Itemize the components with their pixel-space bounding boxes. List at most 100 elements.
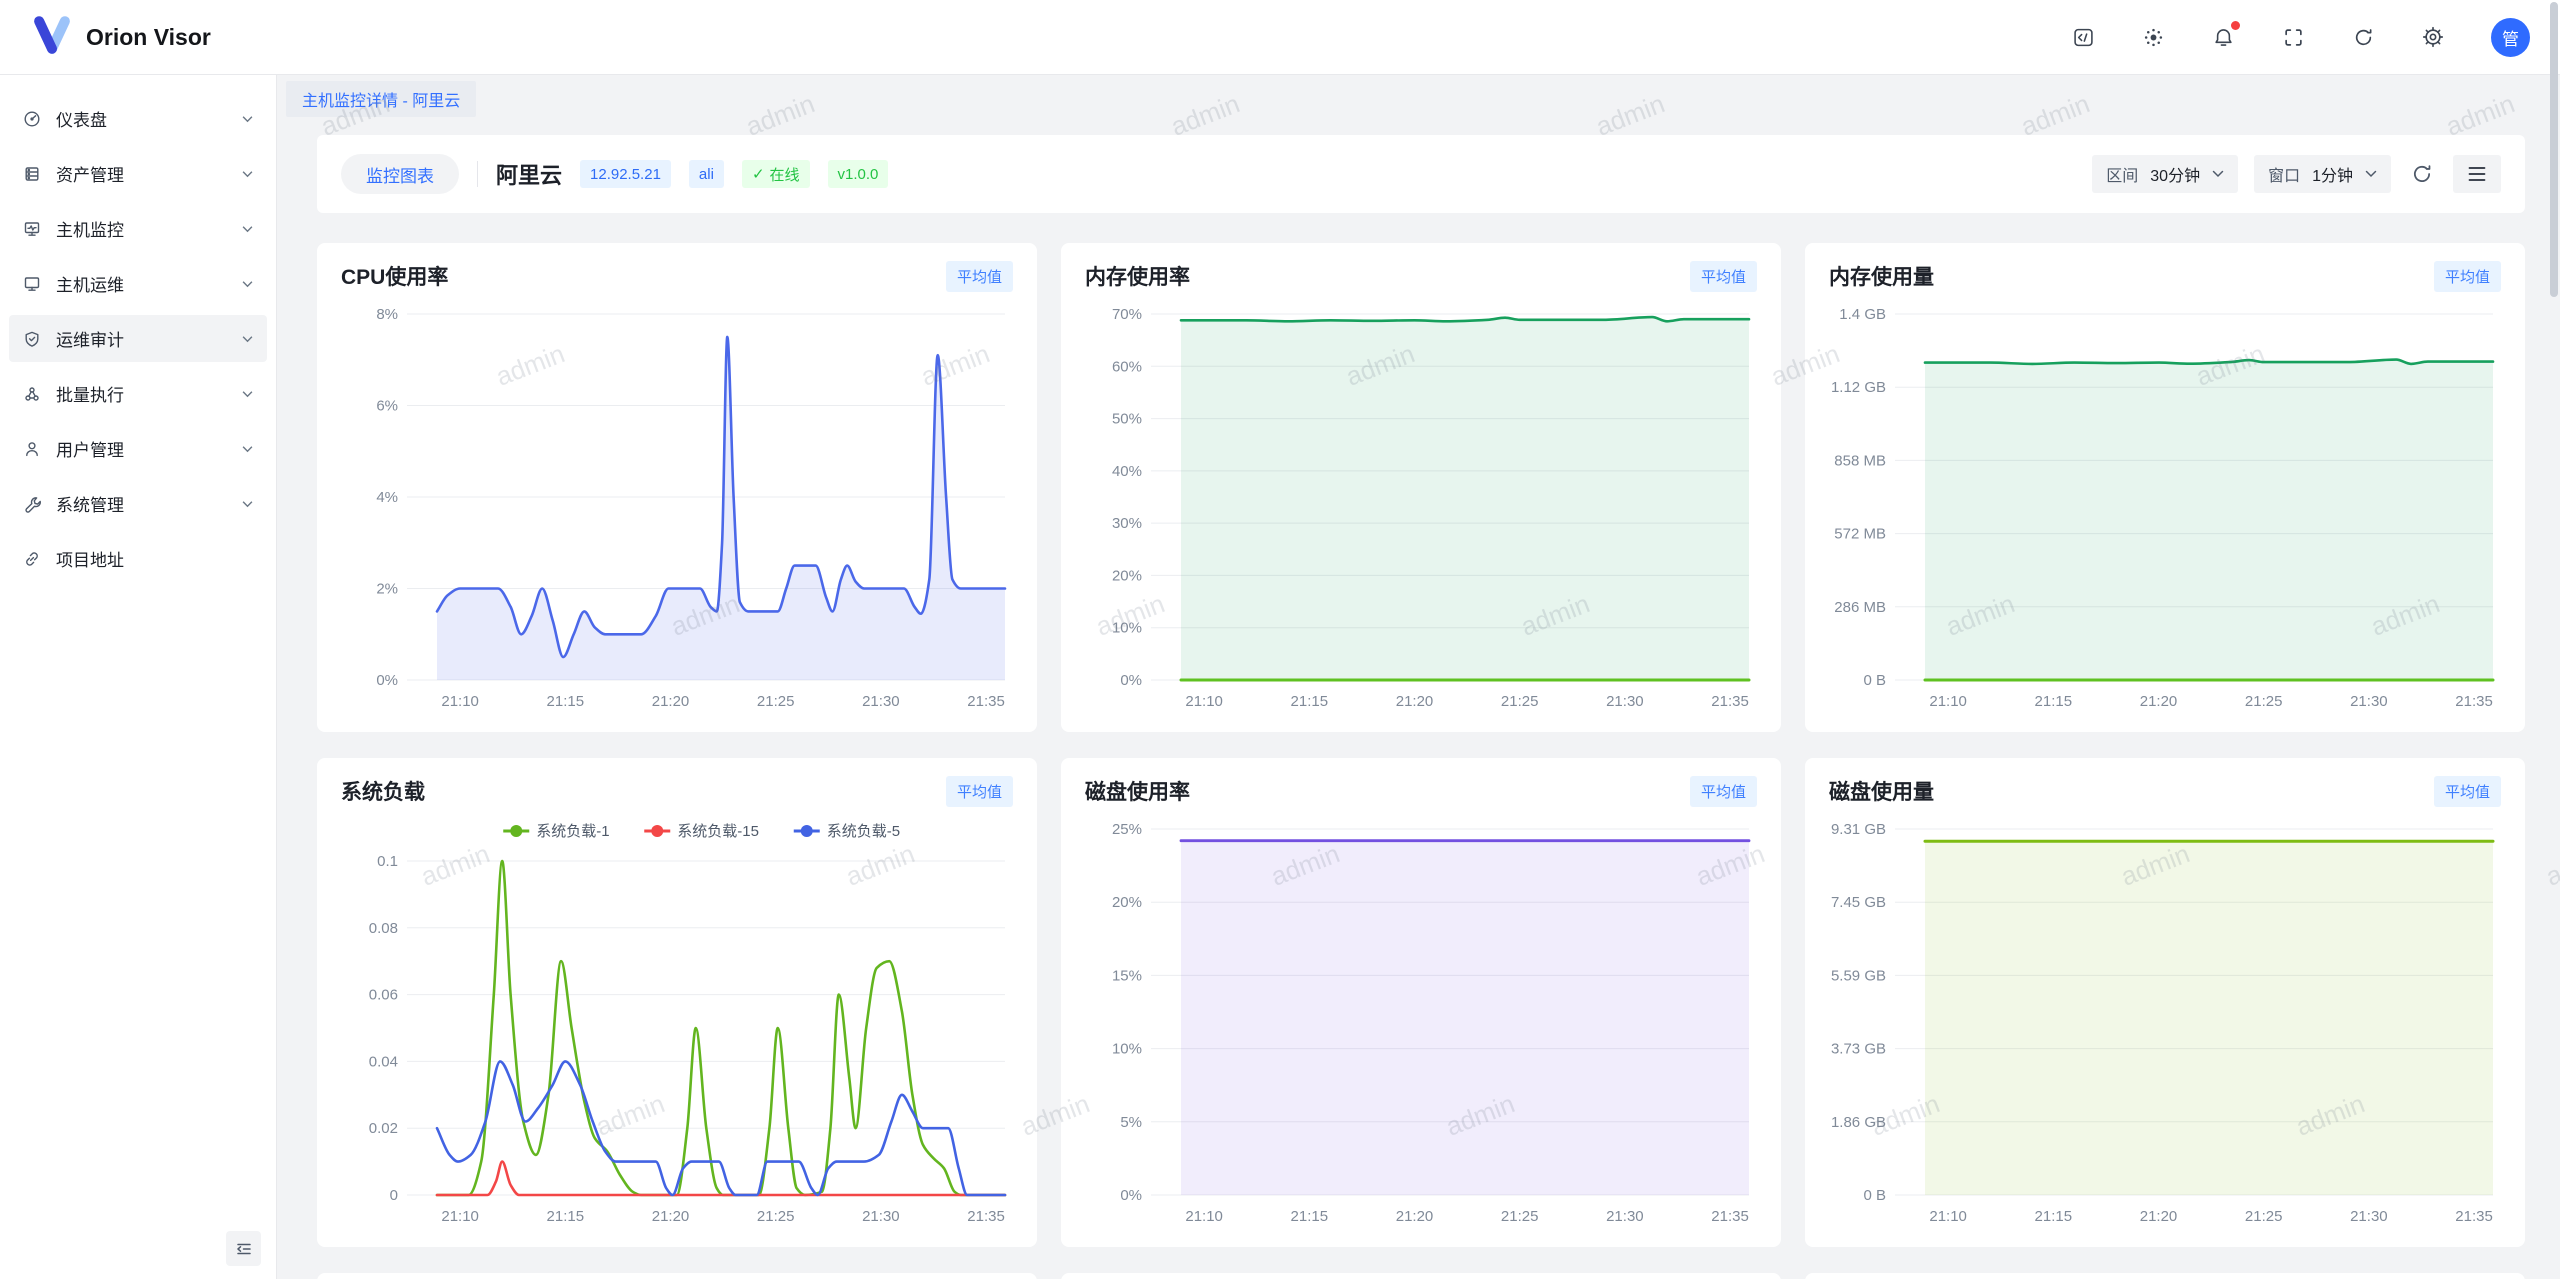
memory-usage-amount-chart[interactable]: 0 B286 MB572 MB858 MB1.12 GB1.4 GB21:102… xyxy=(1829,294,2501,714)
svg-text:21:20: 21:20 xyxy=(1396,1208,1434,1225)
aggregation-badge: 平均值 xyxy=(1690,776,1757,807)
sidebar-item-label: 用户管理 xyxy=(56,436,124,461)
chart-card-system-load: 系统负载 平均值 00.020.040.060.080.121:1021:152… xyxy=(317,758,1037,1247)
chart-card-partial xyxy=(1805,1273,2525,1279)
app-title: Orion Visor xyxy=(86,24,211,51)
chevron-down-icon xyxy=(242,280,253,288)
window-select[interactable]: 窗口 1分钟 xyxy=(2254,155,2391,193)
sidebar-item-system-mgmt[interactable]: 系统管理 xyxy=(9,480,267,527)
svg-text:0.02: 0.02 xyxy=(369,1120,398,1137)
range-select[interactable]: 区间 30分钟 xyxy=(2092,155,2238,193)
svg-text:21:30: 21:30 xyxy=(1606,1208,1644,1225)
code-icon[interactable] xyxy=(2071,25,2095,49)
system-load-chart[interactable]: 00.020.040.060.080.121:1021:1521:2021:25… xyxy=(341,809,1013,1229)
svg-text:0: 0 xyxy=(390,1187,398,1204)
ops-audit-icon xyxy=(23,330,41,348)
chart-title: 系统负载 xyxy=(341,776,425,806)
chevron-down-icon xyxy=(2212,170,2224,178)
chevron-down-icon xyxy=(242,390,253,398)
page-scrollbar[interactable] xyxy=(2550,2,2558,1277)
refresh-charts-icon[interactable] xyxy=(2411,163,2433,185)
svg-text:5%: 5% xyxy=(1120,1114,1142,1131)
host-ops-icon xyxy=(23,275,41,293)
sidebar-item-project-link[interactable]: 项目地址 xyxy=(9,535,267,582)
svg-text:30%: 30% xyxy=(1112,515,1142,532)
svg-text:21:30: 21:30 xyxy=(1606,693,1644,710)
status-badge: ✓ 在线 xyxy=(742,160,810,188)
disk-usage-amount-chart[interactable]: 0 B1.86 GB3.73 GB5.59 GB7.45 GB9.31 GB21… xyxy=(1829,809,2501,1229)
svg-text:21:15: 21:15 xyxy=(547,1208,585,1225)
svg-text:21:30: 21:30 xyxy=(862,693,900,710)
breadcrumb[interactable]: 主机监控详情 - 阿里云 xyxy=(286,81,476,117)
svg-text:21:35: 21:35 xyxy=(967,1208,1005,1225)
theme-icon[interactable] xyxy=(2141,25,2165,49)
svg-text:40%: 40% xyxy=(1112,463,1142,480)
sidebar-item-user-mgmt[interactable]: 用户管理 xyxy=(9,425,267,472)
aggregation-badge: 平均值 xyxy=(2434,776,2501,807)
dashboard-icon xyxy=(23,110,41,128)
chart-controls-group: 区间 30分钟 窗口 1分钟 xyxy=(2092,155,2501,193)
svg-text:5.59 GB: 5.59 GB xyxy=(1831,967,1886,984)
svg-text:21:35: 21:35 xyxy=(2455,1208,2493,1225)
svg-text:21:10: 21:10 xyxy=(1185,1208,1223,1225)
cpu-usage-chart[interactable]: 0%2%4%6%8%21:1021:1521:2021:2521:3021:35 xyxy=(341,294,1013,714)
host-code-tag: ali xyxy=(689,160,724,188)
sidebar-item-host-ops[interactable]: 主机运维 xyxy=(9,260,267,307)
notification-badge-dot xyxy=(2231,21,2240,30)
svg-text:1.12 GB: 1.12 GB xyxy=(1831,379,1886,396)
sidebar-item-ops-audit[interactable]: 运维审计 xyxy=(9,315,267,362)
svg-text:21:20: 21:20 xyxy=(2140,1208,2178,1225)
svg-text:70%: 70% xyxy=(1112,306,1142,323)
chevron-down-icon xyxy=(242,170,253,178)
svg-text:21:25: 21:25 xyxy=(757,1208,795,1225)
sidebar-item-label: 批量执行 xyxy=(56,381,124,406)
sidebar-item-label: 系统管理 xyxy=(56,491,124,516)
scrollbar-thumb[interactable] xyxy=(2550,2,2558,297)
sidebar-item-assets[interactable]: 资产管理 xyxy=(9,150,267,197)
chart-card-memory-amount: 内存使用量 平均值 0 B286 MB572 MB858 MB1.12 GB1.… xyxy=(1805,243,2525,732)
svg-text:21:35: 21:35 xyxy=(1711,1208,1749,1225)
svg-text:286 MB: 286 MB xyxy=(1834,599,1886,616)
svg-text:10%: 10% xyxy=(1112,1041,1142,1058)
system-mgmt-icon xyxy=(23,495,41,513)
svg-text:21:10: 21:10 xyxy=(1929,693,1967,710)
svg-text:21:25: 21:25 xyxy=(2245,1208,2283,1225)
svg-text:21:30: 21:30 xyxy=(862,1208,900,1225)
svg-text:20%: 20% xyxy=(1112,567,1142,584)
memory-usage-rate-chart[interactable]: 0%10%20%30%40%50%60%70%21:1021:1521:2021… xyxy=(1085,294,1757,714)
fullscreen-icon[interactable] xyxy=(2281,25,2305,49)
aggregation-badge: 平均值 xyxy=(2434,261,2501,292)
sidebar-item-dashboard[interactable]: 仪表盘 xyxy=(9,95,267,142)
divider xyxy=(477,161,478,187)
svg-text:0.08: 0.08 xyxy=(369,920,398,937)
disk-usage-rate-chart[interactable]: 0%5%10%15%20%25%21:1021:1521:2021:2521:3… xyxy=(1085,809,1757,1229)
chart-card-memory-rate: 内存使用率 平均值 0%10%20%30%40%50%60%70%21:1021… xyxy=(1061,243,1781,732)
svg-text:0%: 0% xyxy=(1120,672,1142,689)
batch-exec-icon xyxy=(23,385,41,403)
notifications-bell-icon[interactable] xyxy=(2211,25,2235,49)
settings-gear-icon[interactable] xyxy=(2421,25,2445,49)
svg-text:21:35: 21:35 xyxy=(2455,693,2493,710)
svg-text:21:20: 21:20 xyxy=(652,693,690,710)
svg-text:572 MB: 572 MB xyxy=(1834,526,1886,543)
collapse-sidebar-button[interactable] xyxy=(226,1231,261,1266)
chart-layout-menu-button[interactable] xyxy=(2453,155,2501,193)
svg-text:0%: 0% xyxy=(376,672,398,689)
refresh-icon[interactable] xyxy=(2351,25,2375,49)
sidebar: 仪表盘 资产管理 主机监控 主机运维 xyxy=(0,75,277,1279)
chart-title: 内存使用量 xyxy=(1829,261,1934,291)
svg-text:21:25: 21:25 xyxy=(2245,693,2283,710)
sidebar-item-label: 主机运维 xyxy=(56,271,124,296)
svg-text:0.06: 0.06 xyxy=(369,987,398,1004)
svg-text:60%: 60% xyxy=(1112,358,1142,375)
svg-text:21:10: 21:10 xyxy=(441,693,479,710)
svg-text:21:25: 21:25 xyxy=(1501,693,1539,710)
svg-text:0.04: 0.04 xyxy=(369,1053,398,1070)
sidebar-item-batch-exec[interactable]: 批量执行 xyxy=(9,370,267,417)
tab-monitor-charts[interactable]: 监控图表 xyxy=(341,154,459,194)
brand: Orion Visor xyxy=(30,13,211,62)
svg-text:8%: 8% xyxy=(376,306,398,323)
sidebar-item-host-monitor[interactable]: 主机监控 xyxy=(9,205,267,252)
user-avatar[interactable]: 管 xyxy=(2491,18,2530,57)
navbar-actions: 管 xyxy=(2071,18,2530,57)
